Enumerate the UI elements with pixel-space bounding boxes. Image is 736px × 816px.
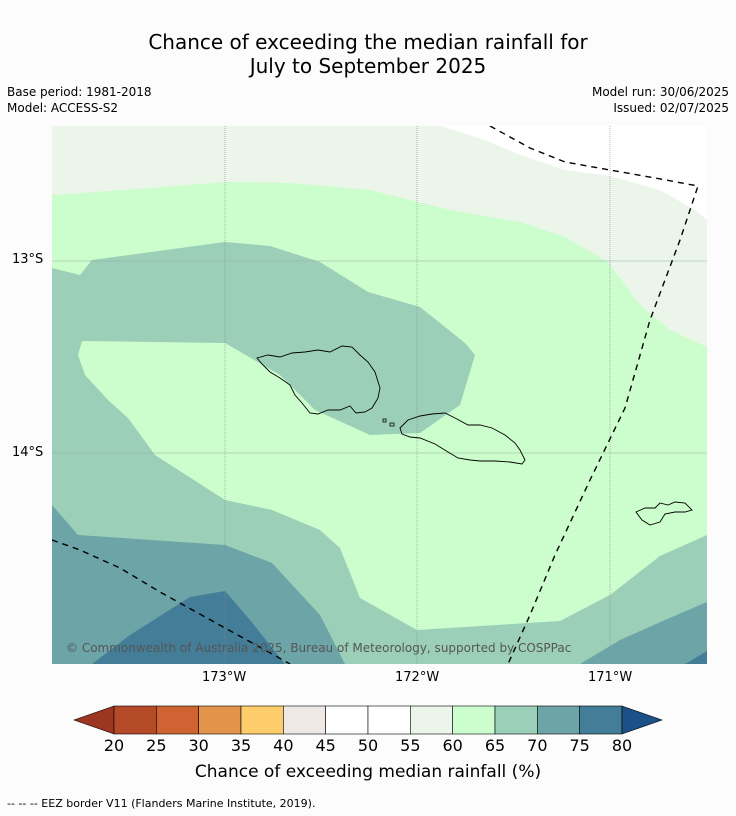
colorbar-segment (198, 705, 242, 735)
savaii-island (256, 345, 381, 415)
model-run: Model run: 30/06/2025 (591, 85, 729, 99)
meta-left: Base period: 1981-2018 Model: ACCESS-S2 (7, 84, 152, 116)
colorbar-label: Chance of exceeding median rainfall (%) (194, 762, 542, 782)
colorbar-segment (113, 705, 157, 735)
map-title: Chance of exceeding the median rainfall … (0, 30, 736, 78)
colorbar-tick-label: 40 (273, 736, 294, 755)
colorbar-segment (325, 705, 369, 735)
manono-islet (382, 418, 387, 423)
colorbar-segment (410, 705, 453, 735)
colorbar-segment (452, 705, 496, 735)
colorbar-segment (367, 705, 411, 735)
band-45-55 (440, 126, 707, 220)
colorbar-tick-label: 60 (442, 736, 463, 755)
eez-footer-note: -- -- -- EEZ border V11 (Flanders Marine… (7, 797, 316, 810)
colorbar-tick-label: 70 (527, 736, 548, 755)
copyright-notice: © Commonwealth of Australia 2025, Bureau… (66, 641, 572, 655)
title-line-2: July to September 2025 (249, 54, 487, 78)
rainfall-contours (52, 126, 707, 664)
colorbar-tick-label: 30 (188, 736, 209, 755)
upolu-island (399, 412, 526, 465)
colorbar (73, 705, 663, 735)
colorbar-segment (579, 705, 623, 735)
colorbar-under-arrow (73, 705, 115, 735)
gridlines (52, 126, 707, 664)
tutuila-island (635, 501, 693, 526)
colorbar-tick-label: 75 (569, 736, 590, 755)
band-75-80-east (685, 651, 707, 664)
lat-tick-13s: 13°S (12, 252, 44, 267)
band-70-75 (52, 505, 345, 664)
colorbar-segment (156, 705, 199, 735)
model-name: Model: ACCESS-S2 (7, 101, 119, 115)
colorbar-segment (283, 705, 326, 735)
band-75-80 (92, 591, 285, 664)
colorbar-tick-label: 80 (611, 736, 633, 755)
band-70-75-east (580, 602, 707, 664)
lon-tick-173w: 173°W (202, 670, 247, 685)
colorbar-segment (240, 705, 284, 735)
colorbar-segment (494, 705, 538, 735)
colorbar-tick-label: 55 (400, 736, 421, 755)
colorbar-tick-label: 35 (230, 736, 252, 755)
lon-tick-171w: 171°W (588, 670, 633, 685)
colorbar-tick-label: 20 (103, 736, 125, 755)
colorbar-tick-label: 25 (146, 736, 167, 755)
apolima-islet (389, 422, 395, 427)
eez-border-east (489, 126, 699, 664)
base-period: Base period: 1981-2018 (7, 85, 152, 99)
title-line-1: Chance of exceeding the median rainfall … (148, 30, 588, 54)
colorbar-tick-label: 65 (484, 736, 506, 755)
colorbar-over-arrow (621, 705, 663, 735)
lon-tick-172w: 172°W (395, 670, 440, 685)
colorbar-segment (537, 705, 580, 735)
issued-date: Issued: 02/07/2025 (613, 101, 729, 115)
colorbar-tick-label: 50 (357, 736, 379, 755)
colorbar-tick-label: 45 (315, 736, 336, 755)
meta-right: Model run: 30/06/2025 Issued: 02/07/2025 (592, 84, 729, 116)
lat-tick-14s: 14°S (12, 445, 44, 460)
